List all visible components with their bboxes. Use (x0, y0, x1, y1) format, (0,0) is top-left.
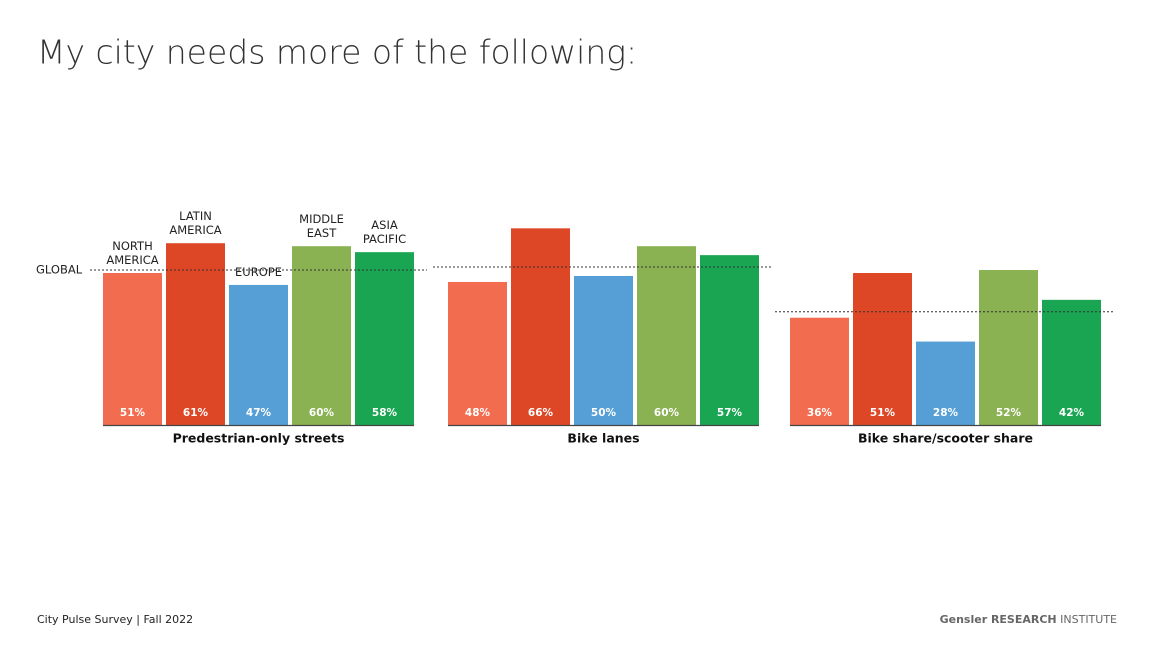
value-label: 60% (309, 407, 335, 419)
value-label: 42% (1059, 407, 1085, 419)
category-label: Predestrian-only streets (173, 431, 345, 446)
value-label: 52% (996, 407, 1022, 419)
legend-label: NORTH AMERICA (106, 239, 159, 268)
value-label: 60% (654, 407, 680, 419)
value-label: 57% (717, 407, 743, 419)
bar (511, 228, 570, 425)
value-label: 48% (465, 407, 491, 419)
legend-label: ASIA PACIFIC (362, 218, 407, 247)
bar (166, 243, 225, 425)
bar (1042, 299, 1101, 425)
bar (574, 276, 633, 425)
value-label: 28% (933, 407, 959, 419)
legend-label: MIDDLE EAST (299, 212, 344, 241)
bar (448, 281, 507, 425)
category-label: Bike lanes (567, 431, 639, 446)
value-label: 58% (372, 407, 398, 419)
brand-name: Gensler RESEARCH (940, 613, 1057, 626)
value-label: 36% (807, 407, 833, 419)
value-label: 51% (120, 407, 146, 419)
value-label: 50% (591, 407, 617, 419)
category-label: Bike share/scooter share (858, 431, 1033, 446)
bar (700, 255, 759, 425)
legend-label: EUROPE (235, 264, 282, 279)
legend-label: LATIN AMERICA (169, 209, 222, 238)
value-label: 47% (246, 407, 272, 419)
brand: Gensler RESEARCH INSTITUTE (940, 613, 1117, 626)
chart-title: My city needs more of the following: (37, 33, 637, 72)
bar (292, 246, 351, 425)
bar (979, 270, 1038, 425)
bar (637, 246, 696, 425)
bar (790, 317, 849, 425)
global-label: GLOBAL (36, 263, 83, 277)
source: City Pulse Survey | Fall 2022 (37, 613, 193, 626)
bar (916, 341, 975, 425)
bar (355, 252, 414, 425)
bar (103, 273, 162, 425)
value-label: 51% (870, 407, 896, 419)
value-label: 66% (528, 407, 554, 419)
bar (229, 284, 288, 425)
bar (853, 273, 912, 425)
brand-suffix: INSTITUTE (1060, 613, 1117, 626)
value-label: 61% (183, 407, 209, 419)
